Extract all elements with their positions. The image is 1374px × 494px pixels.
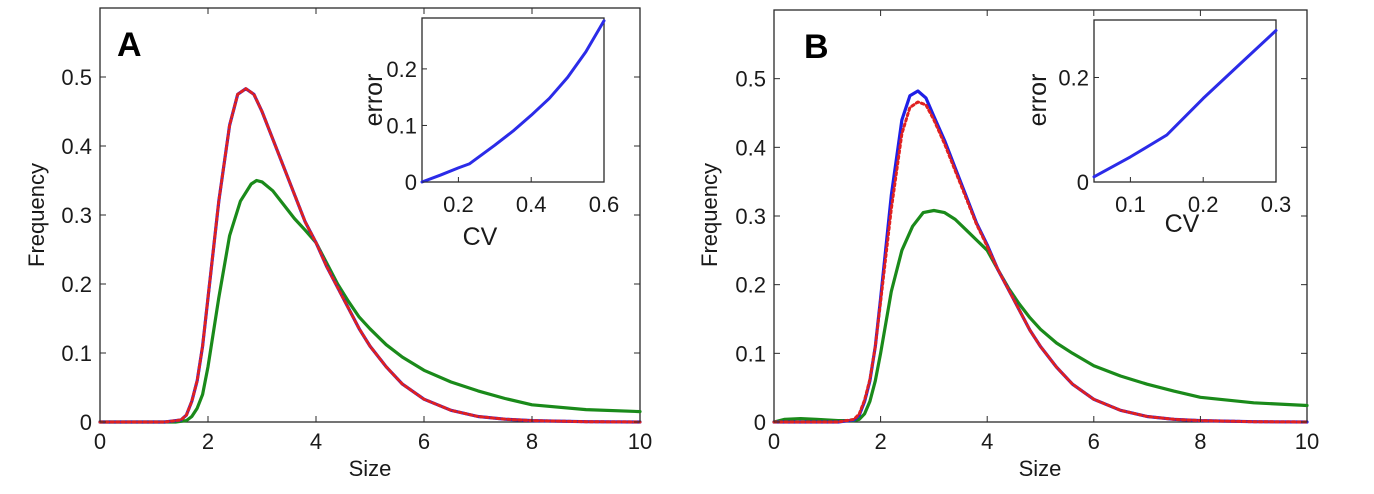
panel-a-y-tick-label: 0.3 [61, 203, 92, 228]
panel-a-inset-x-label: CV [463, 223, 498, 251]
panel-a-letter: A [117, 26, 142, 64]
panel-a: 0 2 4 6 8 10 0 0.1 0.2 0.3 0.4 0.5 A Size Frequency… [24, 7, 652, 481]
panel-b-inset-curve [1092, 29, 1278, 179]
panel-b: 0 2 4 6 8 10 0 0.1 0.2 0.3 0.4 0.5 B Size Frequency… [697, 9, 1319, 481]
panel-b-x-tick-label: 2 [874, 429, 886, 454]
panel-a-y-tick-label: 0.2 [61, 272, 92, 297]
panel-a-inset-frame [421, 17, 605, 183]
panel-a-inset-ticks: 0.2 0.4 0.6 0 0.1 0.2 [386, 57, 619, 217]
panel-b-y-tick-label: 0.3 [735, 204, 766, 229]
panel-b-inset-x-tick-label: 0.1 [1115, 192, 1146, 217]
panel-a-y-tick-label: 0.4 [61, 134, 92, 159]
panel-b-inset-ticks: 0.1 0.2 0.3 0 0.2 [1058, 65, 1291, 217]
panel-b-ticks: 0 2 4 6 8 10 0 0.1 0.2 0.3 0.4 0.5 [735, 10, 1319, 454]
panel-b-x-axis-label: Size [1019, 456, 1062, 481]
panel-b-inset-x-tick-label: 0.2 [1188, 192, 1219, 217]
panel-b-x-tick-label: 6 [1088, 429, 1100, 454]
panel-a-inset-x-tick-label: 0.6 [589, 192, 620, 217]
panel-a-green-curve [98, 178, 642, 424]
panel-b-inset-error-curve [1092, 29, 1278, 179]
panel-b-y-tick-label: 0.1 [735, 341, 766, 366]
panel-b-x-tick-label: 4 [981, 429, 993, 454]
panel-b-inset-y-tick-label: 0.2 [1058, 65, 1089, 90]
panel-b-x-tick-label: 0 [768, 429, 780, 454]
panel-a-ticks: 0 2 4 6 8 10 0 0.1 0.2 0.3 0.4 0.5 [61, 8, 652, 454]
panel-b-y-tick-label: 0.2 [735, 273, 766, 298]
panel-b-y-tick-label: 0.5 [735, 67, 766, 92]
panel-a-x-tick-label: 2 [202, 429, 214, 454]
panel-b-inset: 0.1 0.2 0.3 0 0.2 CV error [1024, 19, 1291, 238]
panel-b-curves [772, 89, 1309, 424]
panel-a-x-tick-label: 0 [94, 429, 106, 454]
panel-b-inset-y-label: error [1024, 74, 1052, 127]
panel-b-inset-x-label: CV [1165, 210, 1200, 238]
panel-b-green-curve [772, 208, 1309, 424]
panel-b-x-tick-label: 8 [1194, 429, 1206, 454]
panel-b-letter: B [804, 28, 829, 66]
panel-a-x-tick-label: 8 [526, 429, 538, 454]
panel-b-inset-x-tick-label: 0.3 [1261, 192, 1292, 217]
panel-a-inset-y-tick-label: 0.2 [386, 57, 417, 82]
panel-b-red-curve [772, 100, 1309, 424]
panel-b-y-axis-label: Frequency [697, 163, 722, 267]
panel-a-y-axis-label: Frequency [24, 163, 49, 267]
panel-a-x-tick-label: 6 [418, 429, 430, 454]
panel-a-y-tick-label: 0.1 [61, 341, 92, 366]
panel-b-x-tick-label: 10 [1295, 429, 1319, 454]
panel-a-x-axis-label: Size [349, 456, 392, 481]
panel-a-red-curve [98, 87, 642, 424]
panel-a-curves [98, 87, 642, 424]
panel-a-inset-curve [420, 19, 606, 184]
panel-b-inset-frame [1093, 19, 1277, 183]
panel-a-inset-error-curve [420, 19, 606, 184]
panel-a-inset-y-tick-label: 0.1 [386, 113, 417, 138]
panel-a-y-tick-label: 0 [80, 410, 92, 435]
panel-a-x-tick-label: 4 [310, 429, 322, 454]
panel-b-y-tick-label: 0.4 [735, 135, 766, 160]
panel-b-y-tick-label: 0 [754, 410, 766, 435]
panel-a-inset-y-label: error [360, 74, 388, 127]
panel-b-inset-y-tick-label: 0 [1077, 170, 1089, 195]
panel-a-inset-x-tick-label: 0.4 [516, 192, 547, 217]
panel-a-inset: 0.2 0.4 0.6 0 0.1 0.2 CV error [360, 17, 619, 251]
panel-a-x-tick-label: 10 [628, 429, 652, 454]
panel-a-inset-x-tick-label: 0.2 [443, 192, 474, 217]
panel-a-y-tick-label: 0.5 [61, 65, 92, 90]
panel-a-inset-y-tick-label: 0 [405, 170, 417, 195]
